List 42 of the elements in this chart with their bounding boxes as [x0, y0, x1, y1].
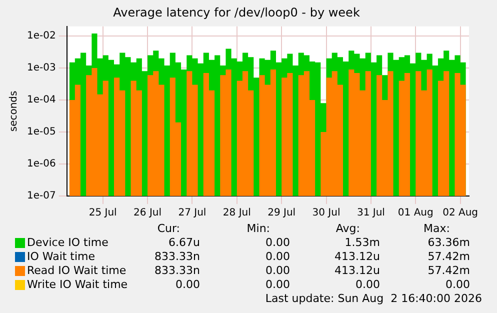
y-tick-label: 1e-05 — [26, 126, 56, 138]
text: 63.36m — [428, 236, 470, 249]
text: Max: — [424, 222, 450, 235]
text: 833.33n — [154, 264, 200, 277]
x-tick-label: 29 Jul — [268, 208, 296, 219]
y-axis-title: seconds — [8, 90, 20, 132]
x-tick-label: 27 Jul — [178, 208, 206, 219]
text: Min: — [246, 222, 270, 235]
y-tick-label: 1e-03 — [26, 62, 56, 74]
text: Avg: — [336, 222, 360, 235]
text: 57.42m — [428, 264, 470, 277]
x-tick-label: 31 Jul — [356, 208, 385, 219]
x-tick-label: 26 Jul — [134, 208, 162, 219]
text: Cur: — [156, 222, 180, 235]
text: 0.00 — [266, 278, 290, 291]
y-tick-label: 1e-02 — [26, 30, 56, 42]
text: 0.00 — [266, 250, 290, 263]
text: 0.00 — [176, 278, 200, 291]
x-tick-label: 30 Jul — [312, 208, 340, 219]
x-tick-label: 28 Jul — [222, 208, 251, 219]
y-tick-label: 1e-04 — [26, 94, 56, 106]
text: 0.00 — [266, 264, 290, 277]
y-tick-label: 1e-06 — [26, 158, 56, 170]
text: 0.00 — [266, 236, 290, 249]
x-tick-label: 01 Aug — [398, 208, 434, 219]
legend-label: Write IO Wait time — [27, 278, 128, 291]
legend-label: Device IO time — [27, 236, 108, 249]
y-tick-label: 1e-07 — [26, 190, 56, 202]
x-tick-label: 02 Aug — [442, 208, 478, 219]
legend-label: IO Wait time — [27, 250, 96, 263]
text: 413.12u — [334, 264, 380, 277]
text: 1.53m — [344, 236, 380, 249]
text: 833.33n — [154, 250, 200, 263]
text: 6.67u — [168, 236, 200, 249]
legend-label: Read IO Wait time — [27, 264, 126, 277]
chart-title: Average latency for /dev/loop0 - by week — [113, 5, 360, 20]
text: Last update: Sun Aug 2 16:40:00 2026 — [265, 292, 482, 305]
text: 57.42m — [428, 250, 470, 263]
text: 413.12u — [334, 250, 380, 263]
text: 0.00 — [356, 278, 380, 291]
x-tick-label: 25 Jul — [88, 208, 117, 219]
text: 0.00 — [446, 278, 470, 291]
